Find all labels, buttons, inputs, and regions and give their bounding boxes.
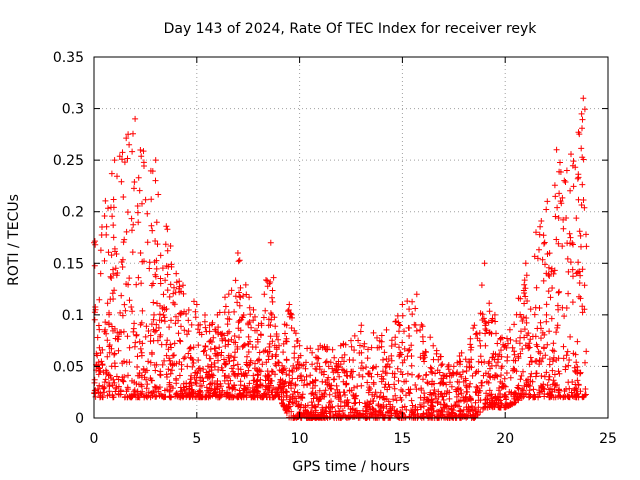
chart-title: Day 143 of 2024, Rate Of TEC Index for r…: [164, 21, 538, 37]
y-tick-label: 0.15: [53, 256, 84, 272]
y-tick-label: 0.1: [62, 308, 84, 324]
data-points: [91, 95, 590, 421]
x-tick-label: 25: [599, 431, 617, 447]
y-tick-label: 0.05: [53, 359, 84, 375]
roti-markers: [91, 95, 590, 421]
y-tick-label: 0: [75, 411, 84, 427]
y-tick-label: 0.2: [62, 205, 84, 221]
x-tick-label: 5: [192, 431, 201, 447]
y-axis-label: ROTI / TECUs: [6, 194, 22, 286]
y-tick-label: 0.3: [62, 102, 84, 118]
x-axis-ticks: 0 5 10 15 20 25: [90, 57, 617, 447]
y-tick-label: 0.35: [53, 50, 84, 66]
x-tick-label: 15: [393, 431, 411, 447]
plot-frame: [93, 56, 609, 419]
y-axis-ticks: 0 0.05 0.1 0.15 0.2 0.25 0.3 0.35: [53, 50, 608, 427]
y-tick-label: 0.25: [53, 153, 84, 169]
x-axis-label: GPS time / hours: [292, 459, 409, 475]
x-tick-label: 20: [496, 431, 514, 447]
x-tick-label: 0: [90, 431, 99, 447]
x-tick-label: 10: [291, 431, 309, 447]
